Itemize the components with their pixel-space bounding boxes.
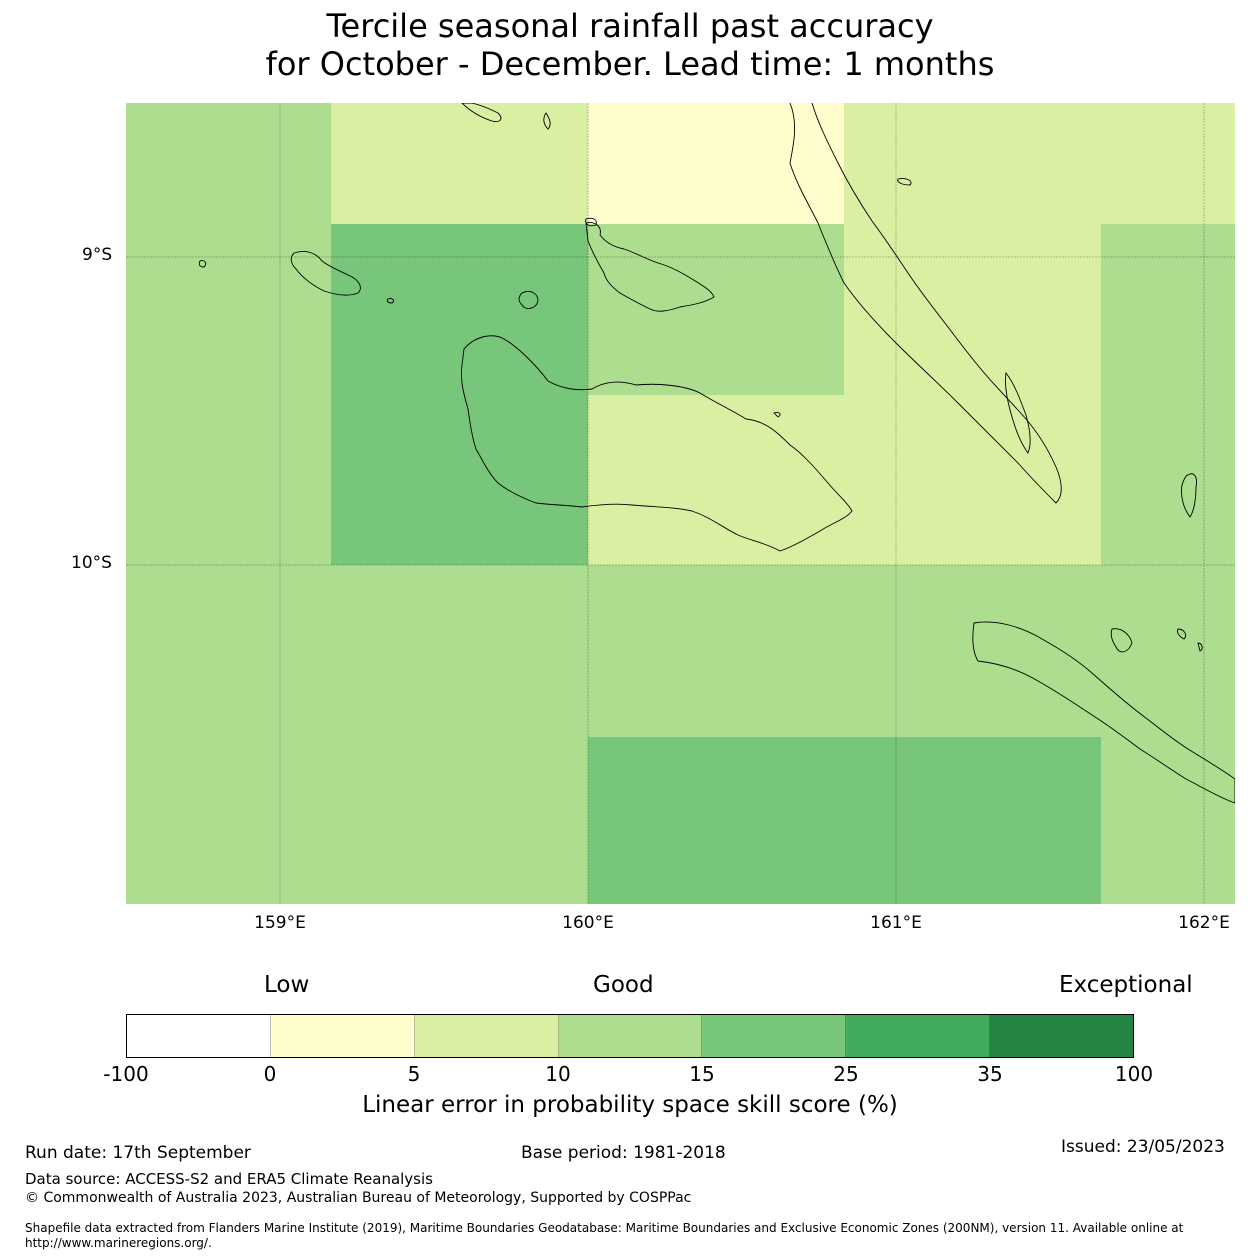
shapefile-credit-line2: http://www.marineregions.org/. bbox=[25, 1236, 212, 1250]
map-cell bbox=[844, 224, 1101, 565]
issued-date: Issued: 23/05/2023 bbox=[1061, 1137, 1225, 1157]
lat-label-10s: 10°S bbox=[71, 553, 112, 573]
copyright: © Commonwealth of Australia 2023, Austra… bbox=[25, 1190, 692, 1206]
colorbar bbox=[126, 1014, 1134, 1058]
data-source: Data source: ACCESS-S2 and ERA5 Climate … bbox=[25, 1170, 433, 1188]
colorbar-tick: 100 bbox=[1114, 1062, 1154, 1086]
lon-label-159e: 159°E bbox=[254, 913, 306, 933]
colorbar-tick: 10 bbox=[545, 1062, 571, 1086]
coastline-icon bbox=[198, 103, 1235, 804]
skill-map bbox=[126, 103, 1235, 904]
shapefile-credit-line1: Shapefile data extracted from Flanders M… bbox=[25, 1221, 1184, 1235]
map-cell bbox=[588, 395, 844, 565]
base-period: Base period: 1981-2018 bbox=[521, 1143, 726, 1163]
colorbar-swatch bbox=[990, 1015, 1134, 1057]
map-cell bbox=[331, 103, 588, 224]
map-cell bbox=[331, 224, 588, 565]
lon-label-162e: 162°E bbox=[1178, 913, 1230, 933]
colorbar-swatch bbox=[270, 1015, 415, 1057]
colorbar-swatch bbox=[414, 1015, 559, 1057]
chart-title-line1: Tercile seasonal rainfall past accuracy bbox=[326, 7, 934, 45]
lon-label-160e: 160°E bbox=[562, 913, 614, 933]
legend-level-exceptional: Exceptional bbox=[1059, 972, 1193, 998]
map-cell bbox=[588, 737, 1101, 904]
legend-level-low: Low bbox=[264, 972, 310, 998]
colorbar-tick: 35 bbox=[977, 1062, 1003, 1086]
colorbar-tick: 0 bbox=[263, 1062, 277, 1086]
colorbar-tick: 25 bbox=[833, 1062, 859, 1086]
colorbar-title: Linear error in probability space skill … bbox=[362, 1092, 898, 1118]
colorbar-swatch bbox=[558, 1015, 703, 1057]
lat-label-9s: 9°S bbox=[82, 245, 113, 265]
colorbar-tick: 15 bbox=[689, 1062, 715, 1086]
colorbar-tick: 5 bbox=[407, 1062, 421, 1086]
run-date: Run date: 17th September bbox=[25, 1143, 251, 1163]
legend-level-good: Good bbox=[593, 972, 654, 998]
map-cell bbox=[844, 103, 1235, 224]
chart-title-line2: for October - December. Lead time: 1 mon… bbox=[265, 45, 995, 83]
colorbar-swatch bbox=[127, 1015, 271, 1057]
map-cell bbox=[588, 103, 844, 224]
colorbar-swatch bbox=[846, 1015, 991, 1057]
lon-label-161e: 161°E bbox=[870, 913, 922, 933]
colorbar-swatch bbox=[702, 1015, 847, 1057]
colorbar-tick: -100 bbox=[103, 1062, 149, 1086]
